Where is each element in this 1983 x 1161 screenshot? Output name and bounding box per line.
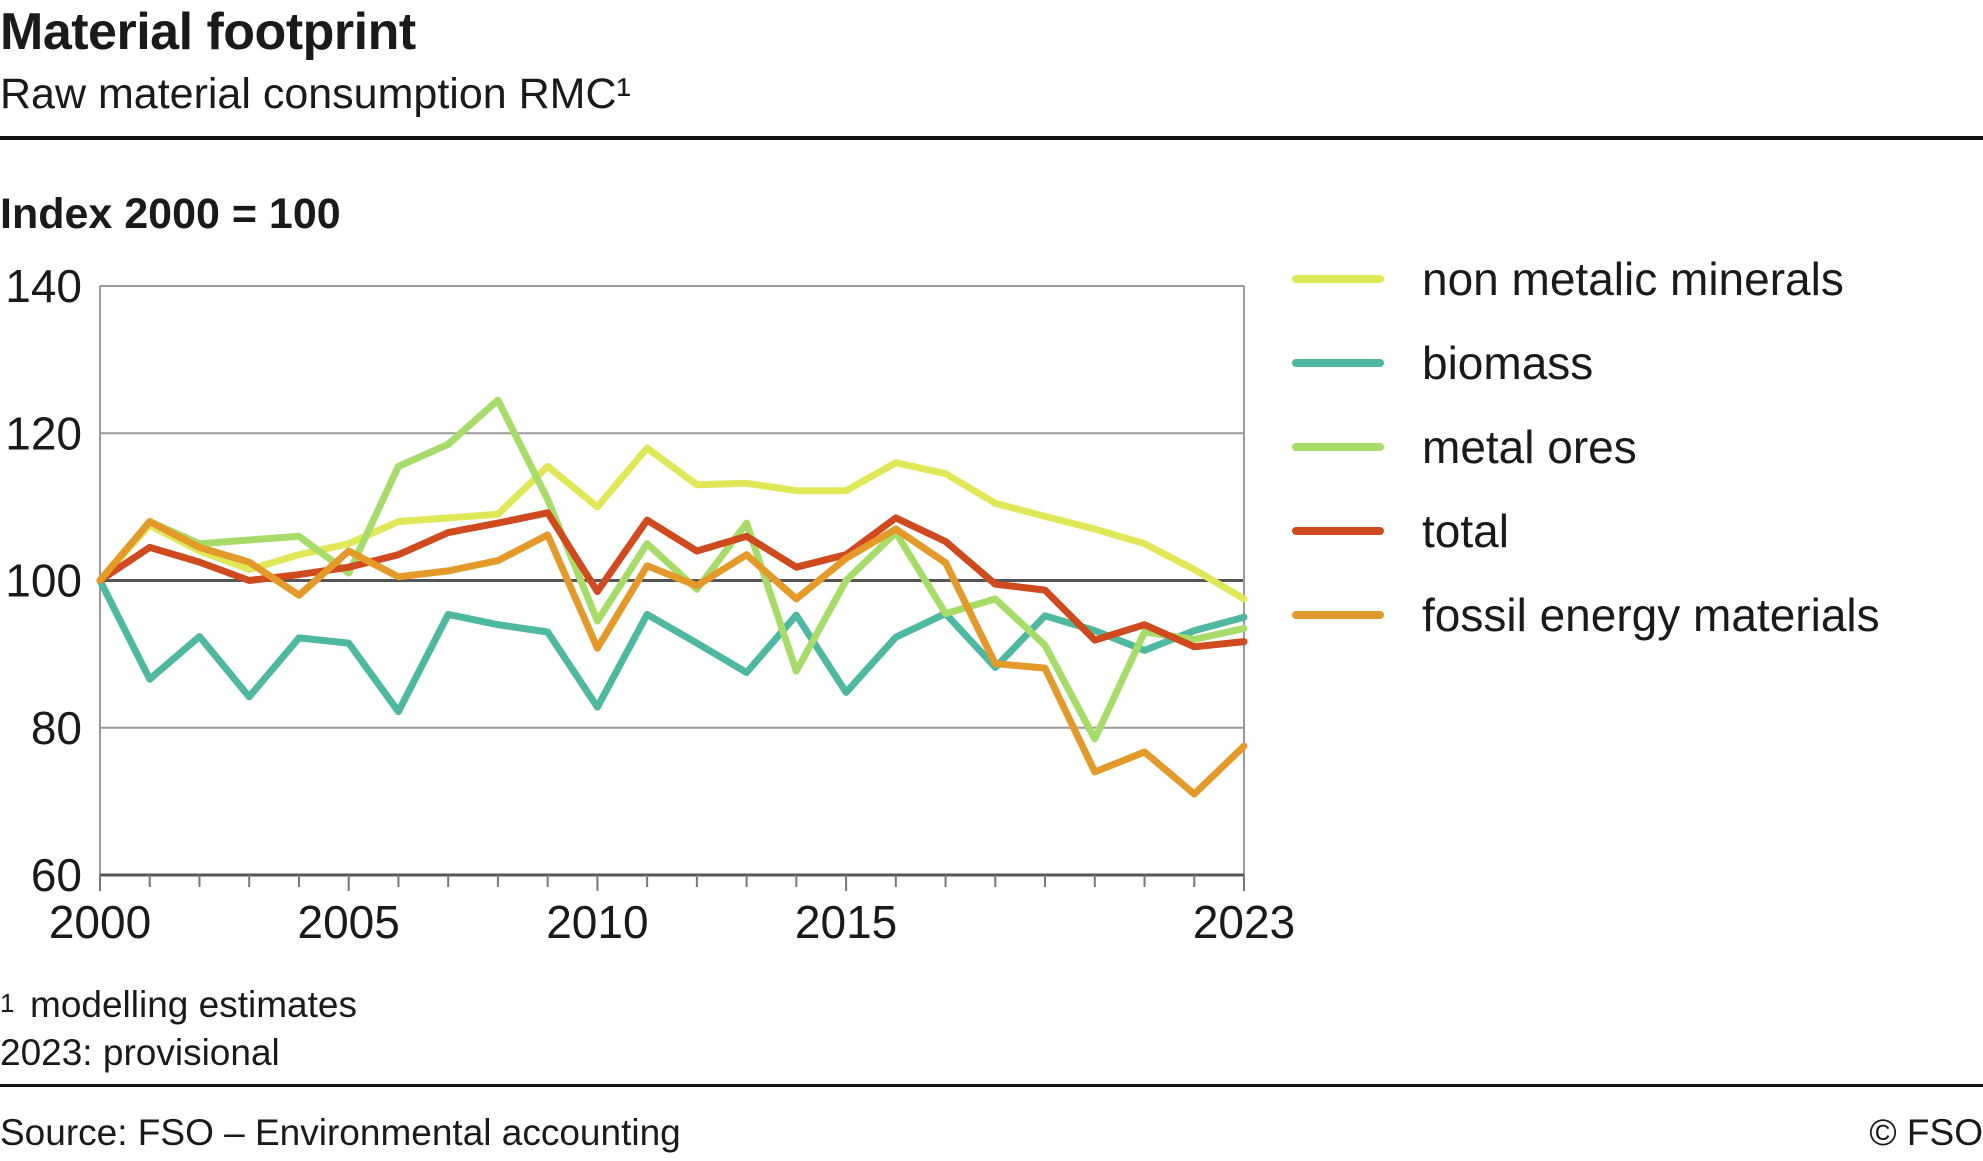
line-chart: 60 80 100 120 140 2000 2005 2010 2015 2023 non me… xyxy=(5,253,1880,948)
y-tick-label-80: 80 xyxy=(31,702,82,754)
bottom-divider xyxy=(0,1084,1983,1087)
chart-subtitle: Raw material consumption RMC¹ xyxy=(0,70,631,118)
footnote-text: modelling estimates xyxy=(30,984,357,1025)
chart-title: Material footprint xyxy=(0,3,416,61)
gridlines xyxy=(100,285,1244,729)
y-tick-label-100: 100 xyxy=(5,555,82,607)
x-tick-label-2023: 2023 xyxy=(1193,896,1295,948)
legend-label-fossil-energy-materials: fossil energy materials xyxy=(1422,589,1880,641)
x-tick-label-2005: 2005 xyxy=(298,896,400,948)
y-axis-label: Index 2000 = 100 xyxy=(0,190,341,238)
series-lines xyxy=(96,396,1248,798)
x-tick-label-2000: 2000 xyxy=(49,896,151,948)
series-line-non-metalic-minerals xyxy=(96,444,1248,603)
series-line-total xyxy=(96,509,1248,651)
legend-label-total: total xyxy=(1422,505,1509,557)
y-tick-label-60: 60 xyxy=(31,849,82,901)
y-tick-label-120: 120 xyxy=(5,407,82,459)
series-line-biomass xyxy=(96,577,1248,716)
top-divider xyxy=(0,136,1983,140)
legend-label-non-metalic-minerals: non metalic minerals xyxy=(1422,253,1844,305)
axes: 60 80 100 120 140 2000 2005 2010 2015 2023 xyxy=(5,260,1295,948)
series-line-fossil-energy-materials xyxy=(96,518,1248,798)
legend-label-metal-ores: metal ores xyxy=(1422,421,1637,473)
y-tick-label-140: 140 xyxy=(5,260,82,312)
provisional-note: 2023: provisional xyxy=(0,1032,280,1073)
series-line-metal-ores xyxy=(96,396,1248,743)
source-text: Source: FSO – Environmental accounting xyxy=(0,1112,681,1153)
legend: non metalic minerals biomass metal ores tot… xyxy=(1292,253,1880,641)
copyright-text: © FSO xyxy=(1869,1112,1983,1153)
footnote-mark: 1 xyxy=(0,988,15,1018)
x-tick-label-2010: 2010 xyxy=(546,896,648,948)
x-tick-label-2015: 2015 xyxy=(795,896,897,948)
legend-label-biomass: biomass xyxy=(1422,337,1593,389)
